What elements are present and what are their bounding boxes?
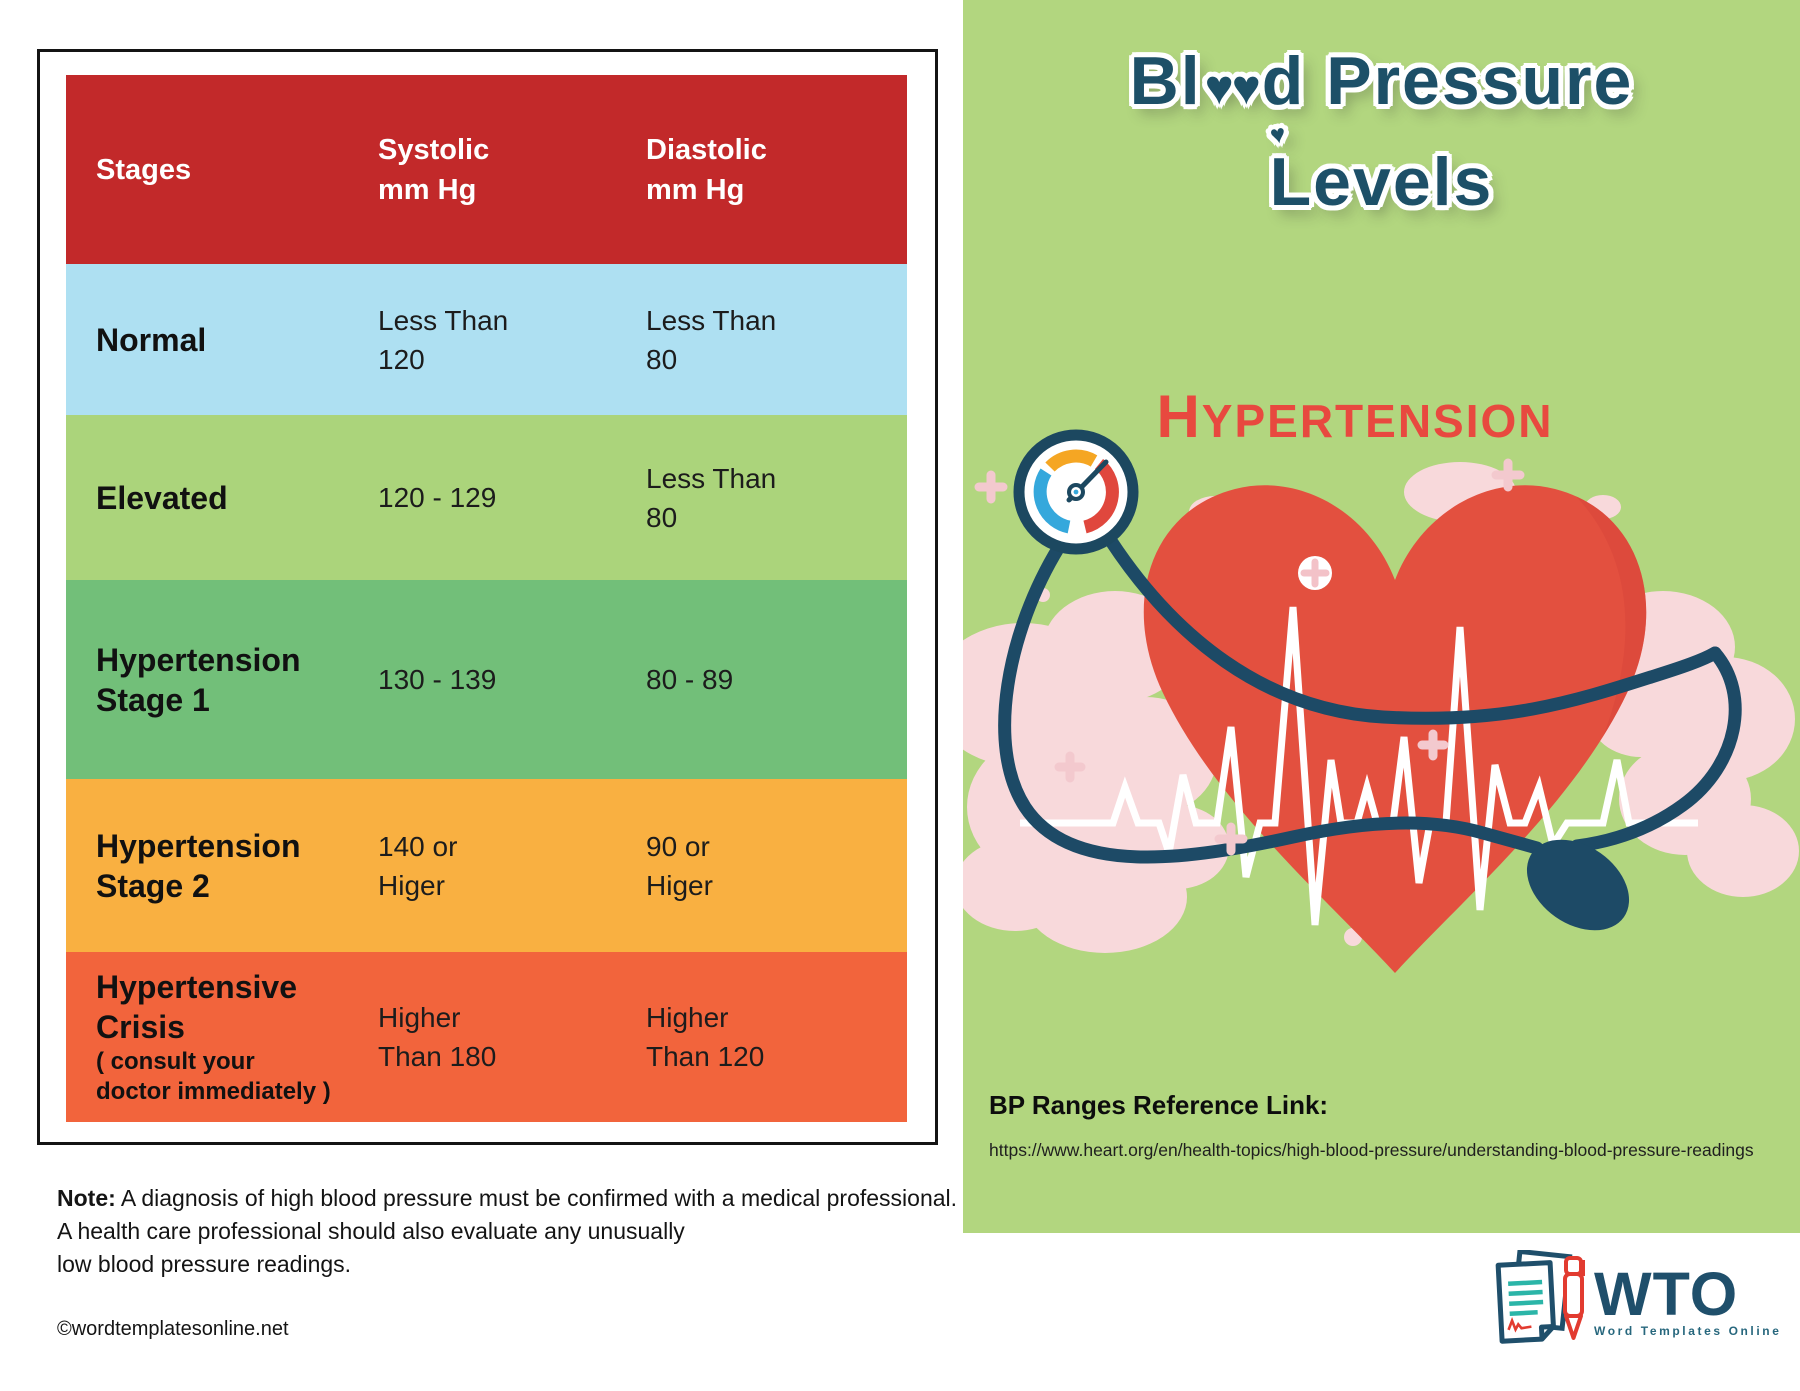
col-header-diastolic: Diastolic mm Hg	[646, 133, 767, 206]
stage-sublabel: ( consult your doctor immediately )	[96, 1048, 331, 1105]
wto-logo: WTO Word Templates Online	[1492, 1250, 1782, 1352]
diastolic-value: Higher Than 120	[646, 1002, 765, 1072]
diastolic-value: Less Than 80	[646, 462, 777, 533]
heart-shape	[1143, 485, 1647, 973]
diastolic-value: Less Than 80	[646, 304, 777, 375]
gauge-icon	[1013, 429, 1139, 555]
pump-bulb	[1526, 839, 1630, 931]
pen-icon	[1563, 1256, 1585, 1340]
table-row-hypertensive-crisis: Hypertensive Crisis ( consult your docto…	[66, 952, 907, 1122]
note-label: Note:	[57, 1185, 116, 1211]
plus-marks	[974, 458, 1525, 856]
sparkle-plus-icon	[1298, 556, 1332, 590]
page-title: Bl♥♥d Pressure ♥ Levels	[963, 34, 1800, 229]
systolic-value: Less Than 120	[378, 304, 509, 375]
systolic-value: 120 - 129	[378, 482, 497, 513]
stage-label: Hypertensive Crisis	[96, 969, 297, 1045]
heart-illustration	[963, 429, 1799, 974]
wto-acronym: WTO	[1594, 1259, 1739, 1328]
note-body: A diagnosis of high blood pressure must …	[57, 1185, 958, 1277]
note-text: Note: A diagnosis of high blood pressure…	[57, 1182, 957, 1281]
copyright: ©wordtemplatesonline.net	[57, 1318, 289, 1340]
diastolic-value: 80 - 89	[646, 664, 734, 695]
bp-link-url: https://www.heart.org/en/health-topics/h…	[989, 1140, 1754, 1160]
bp-link-label: BP Ranges Reference Link:	[989, 1090, 1329, 1120]
stage-label: Hypertension Stage 2	[96, 827, 301, 904]
stage-label: Elevated	[96, 479, 228, 516]
stethoscope-tube	[998, 534, 1742, 864]
systolic-value: Higher Than 180	[378, 1002, 497, 1072]
stage-label: Normal	[96, 321, 207, 358]
systolic-value: 140 or Higer	[378, 830, 458, 901]
bp-table: Stages Systolic mm Hg Diastolic mm Hg No…	[66, 75, 907, 1122]
col-header-stages: Stages	[96, 153, 192, 186]
systolic-value: 130 - 139	[378, 664, 497, 695]
title-line-2: ♥ Levels	[1267, 117, 1494, 220]
table-row-normal: Normal Less Than 120 Less Than 80	[66, 264, 907, 415]
title-line-1: Bl♥♥d Pressure	[1129, 43, 1634, 119]
heart-icons: ♥♥	[1204, 61, 1261, 115]
hypertension-heading: Hypertension	[1156, 383, 1554, 450]
stage-label: Hypertension Stage 1	[96, 641, 301, 718]
wto-logo-icon	[1495, 1250, 1585, 1344]
wto-tagline: Word Templates Online	[1594, 1323, 1782, 1338]
ekg-line	[1020, 606, 1698, 926]
table-row-hypertension-stage-1: Hypertension Stage 1 130 - 139 80 - 89	[66, 580, 907, 779]
table-row-hypertension-stage-2: Hypertension Stage 2 140 or Higer 90 or …	[66, 779, 907, 952]
table-header-row: Stages Systolic mm Hg Diastolic mm Hg	[66, 75, 907, 264]
col-header-systolic: Systolic mm Hg	[378, 133, 490, 206]
diastolic-value: 90 or Higer	[646, 830, 713, 901]
right-panel: Bl♥♥d Pressure ♥ Levels Hypertension	[963, 0, 1800, 1233]
heart-icon: ♥	[1267, 117, 1290, 151]
table-row-elevated: Elevated 120 - 129 Less Than 80	[66, 415, 907, 580]
bp-table-frame: Stages Systolic mm Hg Diastolic mm Hg No…	[37, 49, 938, 1145]
